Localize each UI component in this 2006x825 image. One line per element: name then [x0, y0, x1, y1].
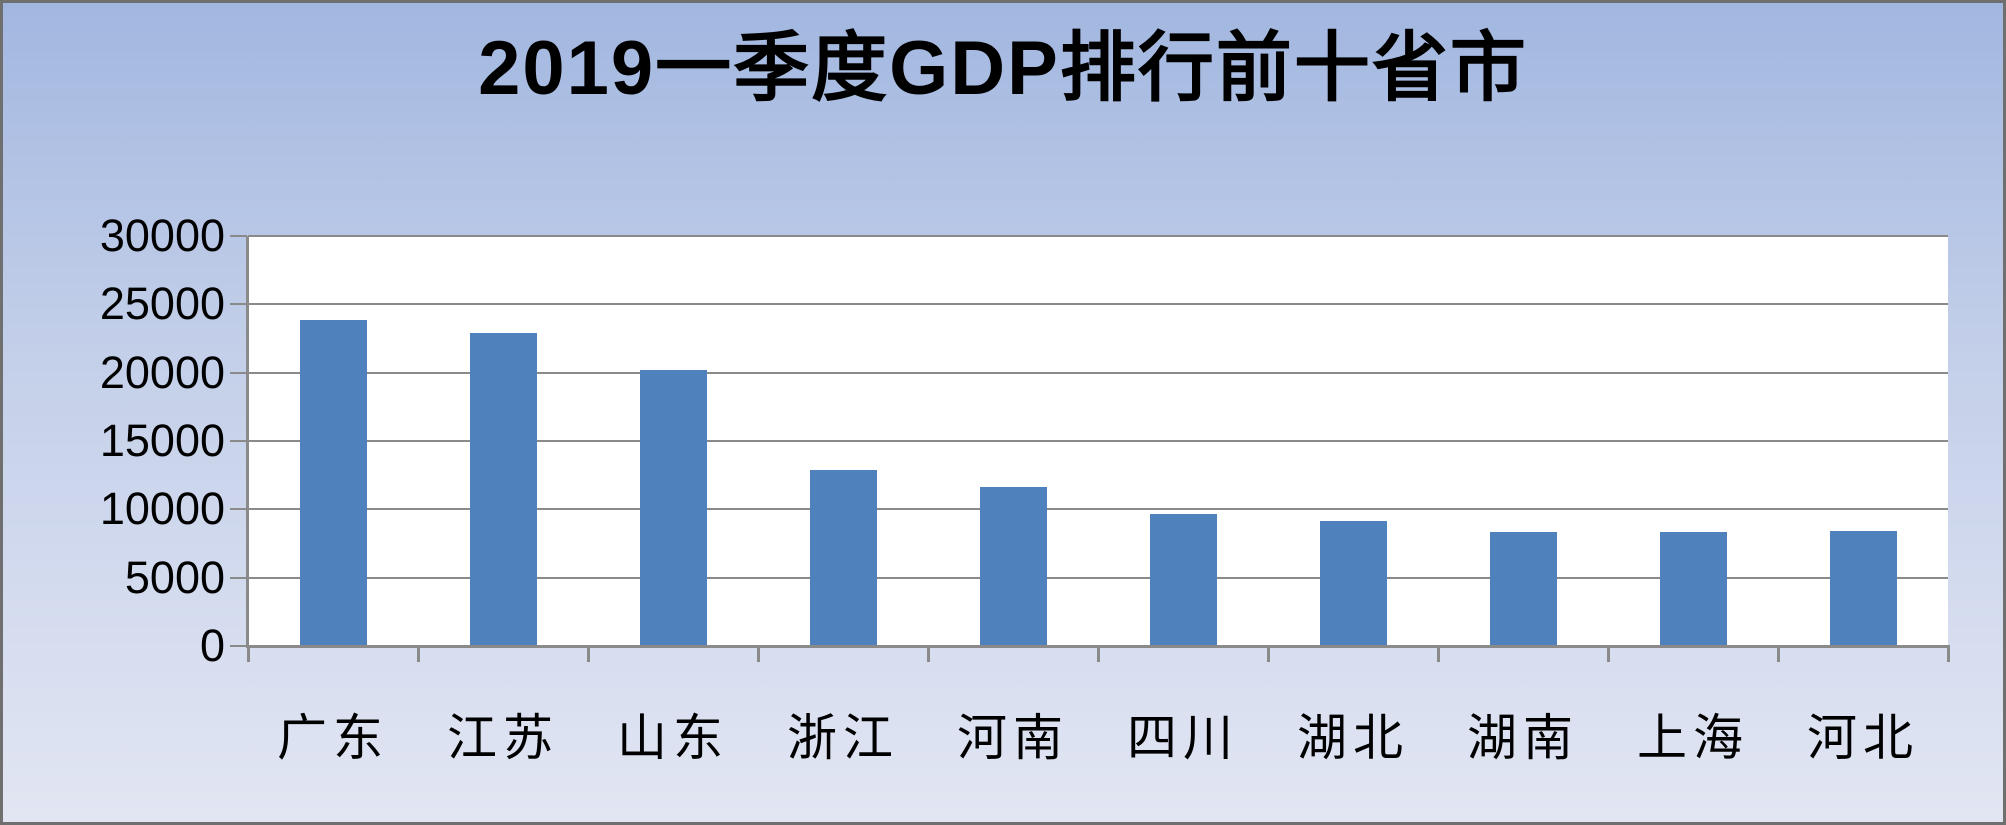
x-category-label-7: 湖北: [1297, 710, 1409, 766]
y-axis-line: [246, 236, 249, 647]
x-tick-2: [587, 648, 590, 662]
gridline-20000: [248, 371, 1948, 374]
y-tick-10000: [230, 508, 247, 511]
gridline-30000: [248, 235, 1948, 237]
plot-area: [248, 235, 1948, 646]
y-tick-0: [230, 645, 247, 647]
x-tick-8: [1607, 648, 1610, 662]
y-tick-label-15000: 15000: [99, 415, 225, 466]
x-category-label-3: 山东: [617, 710, 729, 766]
y-tick-20000: [230, 371, 247, 374]
x-category-label-9: 上海: [1637, 710, 1749, 766]
bar-8: [1489, 532, 1557, 646]
y-tick-label-30000: 30000: [99, 210, 225, 261]
bar-9: [1659, 532, 1727, 646]
x-tick-1: [417, 648, 420, 662]
bar-4: [809, 470, 877, 646]
x-tick-0: [247, 648, 250, 662]
x-axis-line: [246, 645, 1950, 648]
x-tick-9: [1777, 648, 1780, 662]
bar-3: [639, 370, 707, 646]
bar-6: [1149, 514, 1217, 646]
x-tick-6: [1267, 648, 1270, 662]
x-category-label-8: 湖南: [1467, 710, 1579, 766]
y-tick-30000: [230, 235, 247, 237]
gridline-10000: [248, 508, 1948, 511]
x-category-label-1: 广东: [277, 710, 389, 766]
gridline-5000: [248, 576, 1948, 579]
y-tick-label-0: 0: [199, 620, 225, 671]
gridline-15000: [248, 440, 1948, 442]
x-category-label-6: 四川: [1127, 710, 1239, 766]
bar-7: [1319, 521, 1387, 646]
x-category-label-4: 浙江: [787, 710, 899, 766]
x-category-label-5: 河南: [957, 710, 1069, 766]
bar-5: [979, 487, 1047, 646]
y-tick-label-10000: 10000: [99, 483, 225, 535]
y-tick-label-5000: 5000: [124, 551, 225, 603]
x-category-label-2: 江苏: [447, 710, 559, 766]
y-tick-5000: [230, 576, 247, 579]
chart-title: 2019一季度GDP排行前十省市: [478, 26, 1528, 111]
x-tick-5: [1097, 648, 1100, 662]
bar-10: [1829, 531, 1897, 646]
y-tick-label-20000: 20000: [99, 346, 225, 398]
y-tick-25000: [230, 303, 247, 306]
gridline-25000: [248, 303, 1948, 306]
x-category-label-10: 河北: [1807, 710, 1919, 766]
x-tick-10: [1947, 648, 1950, 662]
bar-1: [299, 320, 367, 646]
x-tick-4: [927, 648, 930, 662]
x-tick-3: [757, 648, 760, 662]
y-tick-15000: [230, 440, 247, 442]
bar-2: [469, 333, 537, 646]
y-tick-label-25000: 25000: [99, 278, 225, 330]
x-tick-7: [1437, 648, 1440, 662]
